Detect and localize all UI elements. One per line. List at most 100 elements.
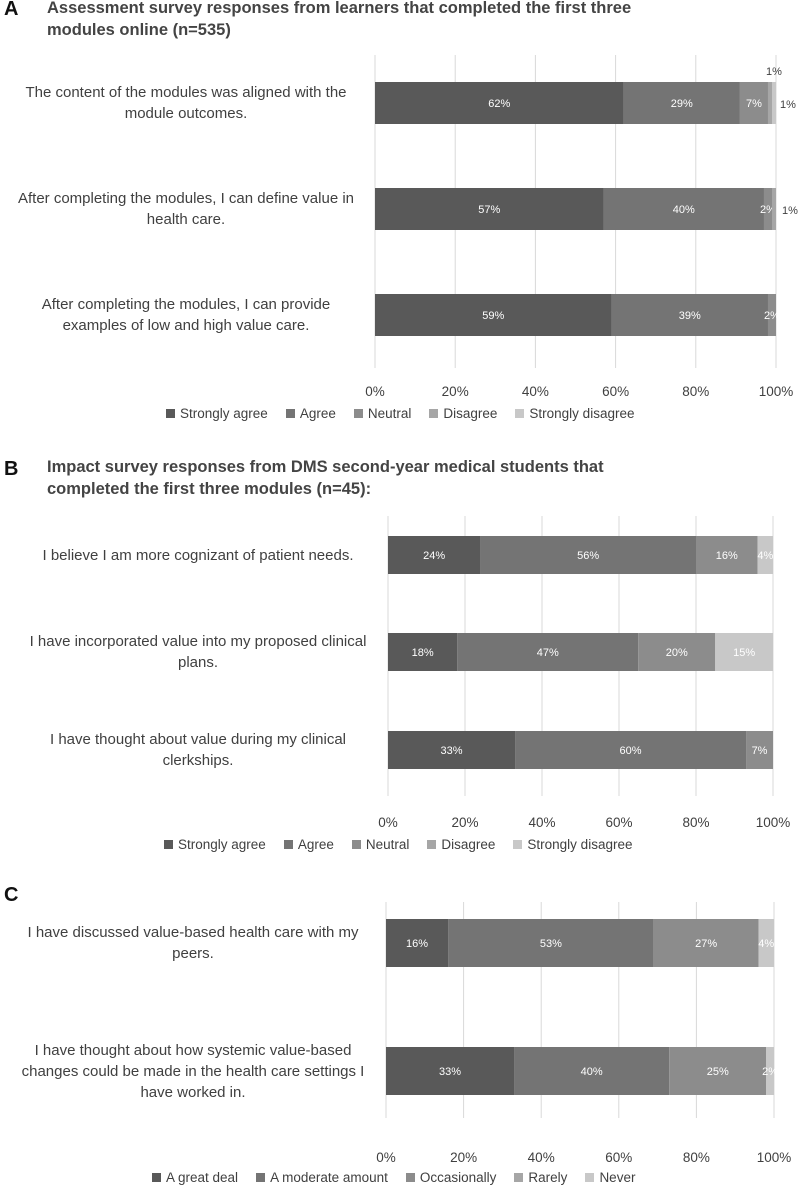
panel-b-category-label-line: plans.	[177, 654, 219, 671]
panel-a-bar-segment	[623, 82, 740, 124]
panel-c-category-label-line: have worked in.	[140, 1083, 246, 1101]
panel-b-bar-segment	[457, 633, 639, 671]
panel-a-legend-label: Strongly agree	[180, 406, 268, 421]
panel-a-bar-segment	[767, 294, 776, 336]
panel-b-bar-segment	[715, 633, 773, 671]
panel-c-bar-segment	[766, 1047, 774, 1095]
panel-a-data-label: 29%	[671, 98, 693, 110]
panel-b-data-label: 24%	[423, 550, 445, 562]
panel-b-tick-label: 60%	[605, 815, 632, 830]
panel-c-tick-label: 60%	[605, 1150, 632, 1165]
panel-b-bar-segment	[696, 536, 758, 574]
panel-c-category-label-line: changes could be made in the health care…	[21, 1062, 365, 1080]
panel-a-data-label: 59%	[482, 310, 504, 322]
panel-b-legend-swatch	[513, 840, 523, 849]
panel-b-legend-item: Strongly agree	[164, 837, 266, 852]
panel-c-category-label-line: I have discussed value-based health care…	[27, 924, 359, 941]
panel-b-data-label: 7%	[752, 745, 768, 757]
panel-a-category-label-line: health care.	[146, 211, 226, 228]
panel-b-tick-label: 0%	[378, 815, 398, 830]
panel-b-letter: B	[4, 458, 19, 480]
panel-b-data-label: 56%	[577, 550, 599, 562]
panel-a-category-label: The content of the modules was aligned w…	[0, 82, 372, 124]
panel-c-bar-segment	[386, 1047, 515, 1095]
panel-b-data-label: 15%	[733, 647, 755, 659]
panel-a-tick-label: 20%	[442, 384, 469, 399]
panel-a-legend-swatch	[429, 409, 439, 418]
panel-b-legend-swatch	[164, 840, 173, 849]
panel-a-legend-item: Neutral	[353, 406, 412, 421]
panel-b-legend-item: Neutral	[351, 837, 409, 852]
panel-a-category-label-line: module outcomes.	[124, 105, 248, 122]
panel-a-bar-segment	[763, 188, 772, 230]
panel-a-legend-swatch	[285, 409, 295, 418]
panel-a-legend-item: Strongly agree	[166, 406, 268, 421]
panel-c-tick-label: 100%	[757, 1150, 792, 1165]
panel-a-tick-label: 0%	[365, 384, 385, 399]
panel-a-tick-label: 40%	[522, 384, 549, 399]
panel-b-data-label: 47%	[537, 647, 559, 659]
panel-a-bar-segment	[375, 294, 612, 336]
panel-c-tick-label: 40%	[528, 1150, 555, 1165]
panel-a-data-label: 1%	[780, 99, 796, 111]
panel-b-category-label: I have incorporated value into my propos…	[8, 631, 388, 673]
panel-b-bar-segment	[388, 731, 516, 769]
panel-a-category-label-line: After completing the modules, I can prov…	[41, 296, 331, 313]
panel-b-tick-label: 20%	[451, 815, 478, 830]
panel-a-legend-label: Neutral	[367, 406, 412, 421]
panel-b-category-label: I have thought about value during my cli…	[8, 729, 388, 771]
panel-c-data-label: 40%	[581, 1066, 603, 1078]
panel-a-data-label: 1%	[766, 66, 782, 78]
panel-c-data-label: 27%	[695, 938, 717, 950]
panel-b-legend-swatch	[427, 840, 437, 849]
panel-a-title: Assessment survey responses from learner…	[47, 0, 631, 41]
panel-b-legend-item: Disagree	[427, 837, 495, 852]
panel-b-title-line2: completed the first three modules (n=45)…	[47, 480, 372, 498]
panel-c-legend-item: Occasionally	[405, 1170, 496, 1185]
panel-a-bar-segment	[375, 188, 604, 230]
panel-b-bar-segment	[757, 536, 773, 574]
panel-b-data-label: 16%	[716, 550, 738, 562]
panel-a-legend-item: Agree	[285, 406, 336, 421]
panel-b-legend-label: Strongly disagree	[527, 837, 633, 852]
panel-c-bar-segment	[653, 919, 759, 967]
panel-b-data-label: 4%	[757, 550, 773, 562]
panel-c-bar-segment	[669, 1047, 767, 1095]
panel-a-title-line2: modules online (n=535)	[47, 21, 231, 39]
panel-c-legend-item: A great deal	[152, 1170, 238, 1185]
panel-c-legend-swatch	[152, 1173, 161, 1182]
panel-a-data-label: 57%	[478, 204, 500, 216]
panel-a-category-label-line: examples of low and high value care.	[62, 317, 310, 334]
panel-c-legend-label: Never	[599, 1170, 636, 1185]
panel-b-data-label: 18%	[412, 647, 434, 659]
panel-b-tick-label: 100%	[756, 815, 791, 830]
panel-b-legend-swatch	[351, 840, 361, 849]
panel-a-legend-swatch	[515, 409, 525, 418]
panel-a-legend-swatch	[166, 409, 175, 418]
panel-b-category-label: I believe I am more cognizant of patient…	[8, 545, 388, 566]
panel-a-data-label: 62%	[488, 98, 510, 110]
panel-b-legend-label: Agree	[297, 837, 334, 852]
panel-c-data-label: 53%	[540, 938, 562, 950]
panel-a-legend-item: Disagree	[429, 406, 497, 421]
panel-a-legend-label: Agree	[299, 406, 336, 421]
panel-c-data-label: 25%	[707, 1066, 729, 1078]
panel-c-legend-swatch	[256, 1173, 266, 1182]
panel-c-data-label: 33%	[439, 1066, 461, 1078]
panel-b-category-label-line: I have incorporated value into my propos…	[29, 633, 367, 650]
panel-b-legend-item: Strongly disagree	[513, 837, 632, 852]
panel-c-bar-segment	[514, 1047, 670, 1095]
panel-a-category-label: After completing the modules, I can defi…	[0, 188, 372, 230]
panel-b-tick-label: 40%	[528, 815, 555, 830]
panel-a-legend: Strongly agree Agree Neutral Disagree Strong…	[166, 406, 634, 421]
panel-a-data-label: 39%	[679, 310, 701, 322]
panel-c-data-label: 2%	[762, 1066, 778, 1078]
panel-c-data-label: 4%	[758, 938, 774, 950]
panel-a-title-line1: Assessment survey responses from learner…	[47, 0, 632, 17]
panel-b-bar-segment	[638, 633, 716, 671]
panel-a-category-label-line: The content of the modules was aligned w…	[25, 84, 347, 101]
panel-b-title-line1: Impact survey responses from DMS second-…	[47, 458, 604, 476]
panel-b-legend-label: Strongly agree	[178, 837, 266, 852]
panel-c-tick-label: 0%	[376, 1150, 396, 1165]
